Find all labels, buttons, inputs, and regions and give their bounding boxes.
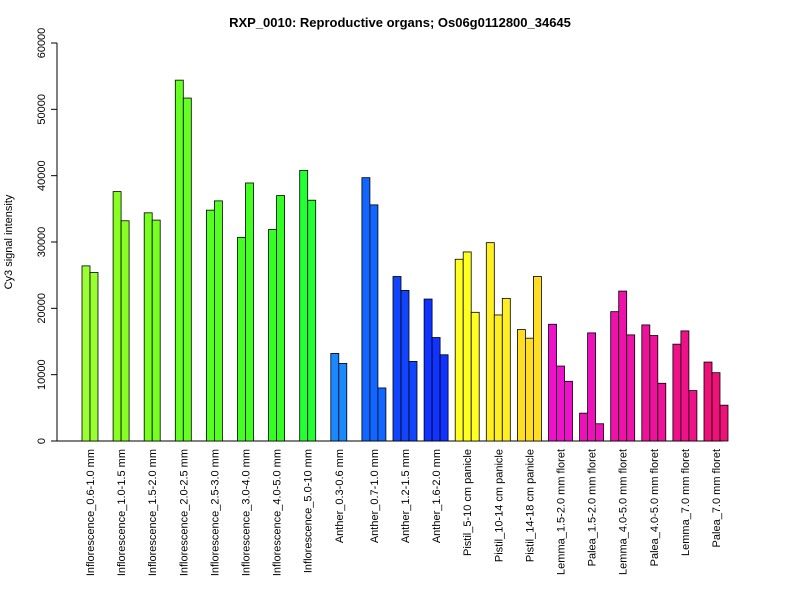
bar (525, 337, 534, 442)
y-tick-label: 10000 (36, 359, 48, 390)
category-label: Inflorescence_1.0-1.5 mm (116, 449, 128, 576)
bar (361, 177, 371, 442)
bar (564, 380, 573, 442)
bar (711, 372, 721, 442)
category-label: Anther_1.6-2.0 mm (431, 449, 443, 543)
bar (719, 404, 729, 442)
bar (237, 236, 246, 442)
bar (672, 343, 682, 442)
bar (268, 228, 278, 442)
y-tick-label: 40000 (36, 160, 48, 191)
bar (151, 219, 161, 442)
category-label: Palea_4.0-5.0 mm floret (649, 449, 661, 566)
bar (120, 220, 130, 442)
bar (408, 360, 418, 442)
y-axis-label: Cy3 signal intensity (3, 194, 15, 289)
bar (493, 314, 503, 442)
category-label: Inflorescence_2.5-3.0 mm (209, 449, 221, 576)
category-label: Anther_0.7-1.0 mm (369, 449, 381, 543)
bar (143, 212, 153, 442)
bar (641, 324, 651, 442)
bar (587, 332, 596, 442)
bar (174, 79, 184, 442)
bar (369, 204, 379, 442)
bar (649, 335, 659, 442)
bar (688, 390, 698, 442)
category-label: Lemma_7.0 mm floret (680, 449, 692, 556)
category-label: Pistil_10-14 cm panicle (493, 449, 505, 562)
bar (626, 334, 636, 442)
category-label: Anther_1.2-1.5 mm (400, 449, 412, 543)
bar (470, 311, 480, 442)
bar (400, 290, 410, 442)
bar (245, 182, 254, 442)
bar (657, 382, 667, 442)
category-label: Inflorescence_0.6-1.0 mm (85, 449, 97, 576)
bar (307, 199, 317, 442)
chart-title: RXP_0010: Reproductive organs; Os06g0112… (229, 15, 571, 30)
bar (618, 290, 628, 442)
category-label: Pistil_5-10 cm panicle (462, 449, 474, 556)
category-label: Inflorescence_5.0-10 mm (303, 449, 315, 573)
bar (112, 191, 122, 442)
bar (431, 337, 441, 442)
bar (423, 298, 433, 442)
category-label: Palea_1.5-2.0 mm floret (587, 449, 599, 566)
category-label: Lemma_1.5-2.0 mm floret (556, 449, 568, 575)
bar (276, 195, 286, 442)
bar (338, 362, 348, 442)
bar (680, 330, 690, 442)
y-tick-label: 30000 (36, 227, 48, 258)
bar (610, 311, 620, 442)
bar (501, 297, 511, 442)
category-labels: Inflorescence_0.6-1.0 mm Inflorescence_1.… (85, 449, 723, 576)
y-tick-label: 50000 (36, 94, 48, 125)
category-label: Palea_7.0 mm floret (711, 449, 723, 547)
y-tick-label: 20000 (36, 293, 48, 324)
category-label: Pistil_14-18 cm panicle (524, 449, 536, 562)
bar (462, 251, 472, 442)
bar (517, 329, 526, 442)
bar (485, 242, 495, 442)
category-label: Inflorescence_1.5-2.0 mm (147, 449, 159, 576)
bar (454, 258, 464, 442)
bar (533, 276, 542, 442)
bar (377, 387, 387, 442)
bar (213, 200, 223, 442)
bar (439, 354, 449, 442)
category-label: Lemma_4.0-5.0 mm floret (618, 449, 630, 575)
bar (205, 209, 215, 442)
category-label: Anther_0.3-0.6 mm (334, 449, 346, 543)
bar (556, 365, 565, 442)
bar (548, 323, 557, 442)
bar (299, 169, 309, 442)
bar (89, 272, 99, 442)
bar (703, 361, 713, 442)
bar (595, 423, 604, 442)
bar (579, 412, 588, 442)
category-label: Inflorescence_3.0-4.0 mm (241, 449, 253, 576)
bar (392, 276, 402, 442)
category-label: Inflorescence_2.0-2.5 mm (178, 449, 190, 576)
y-tick-label: 0 (36, 438, 48, 444)
bar (330, 353, 340, 442)
y-axis: 0 10000 20000 30000 40000 50000 60000 (36, 28, 58, 444)
category-label: Inflorescence_4.0-5.0 mm (272, 449, 284, 576)
bar (81, 265, 91, 442)
bars-group (81, 79, 729, 442)
bar (182, 97, 192, 442)
y-tick-label: 60000 (36, 28, 48, 59)
